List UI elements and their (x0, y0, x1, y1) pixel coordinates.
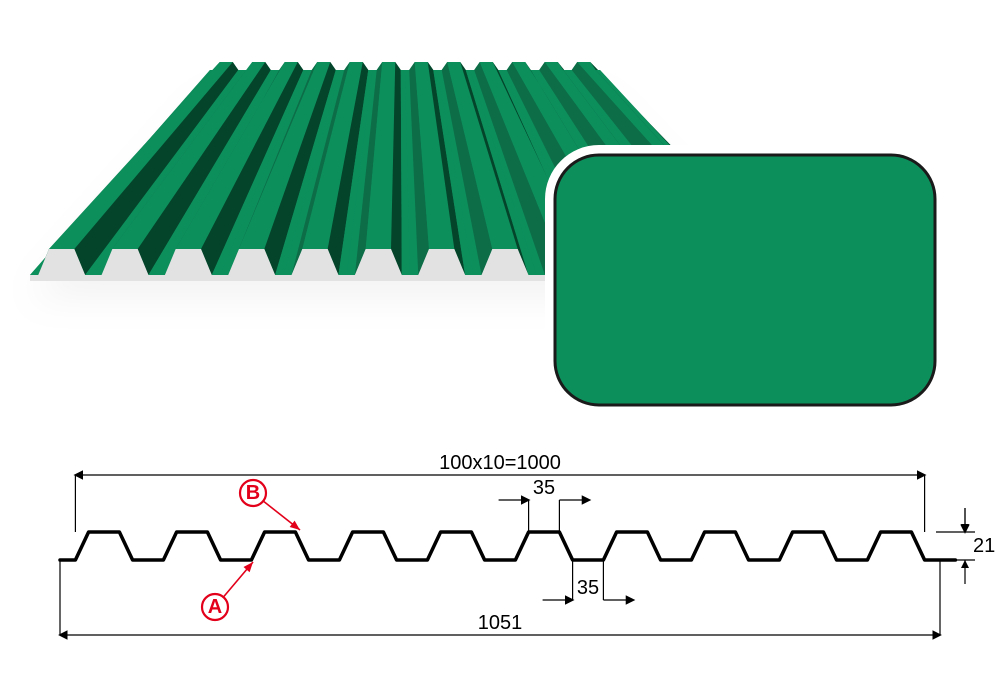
profile-outline (60, 532, 955, 560)
color-swatch (545, 145, 945, 415)
marker-a-label: A (208, 596, 222, 618)
dim-label: 1051 (478, 612, 523, 634)
dim-label: 35 (577, 577, 599, 599)
dim-label: 21 (973, 535, 995, 557)
marker-b-label: B (246, 482, 260, 504)
dim-label: 35 (533, 477, 555, 499)
dim-label: 100x10=1000 (439, 452, 561, 474)
profile-diagram: 100x10=1000 1051 35 35 21 B A (60, 452, 995, 635)
